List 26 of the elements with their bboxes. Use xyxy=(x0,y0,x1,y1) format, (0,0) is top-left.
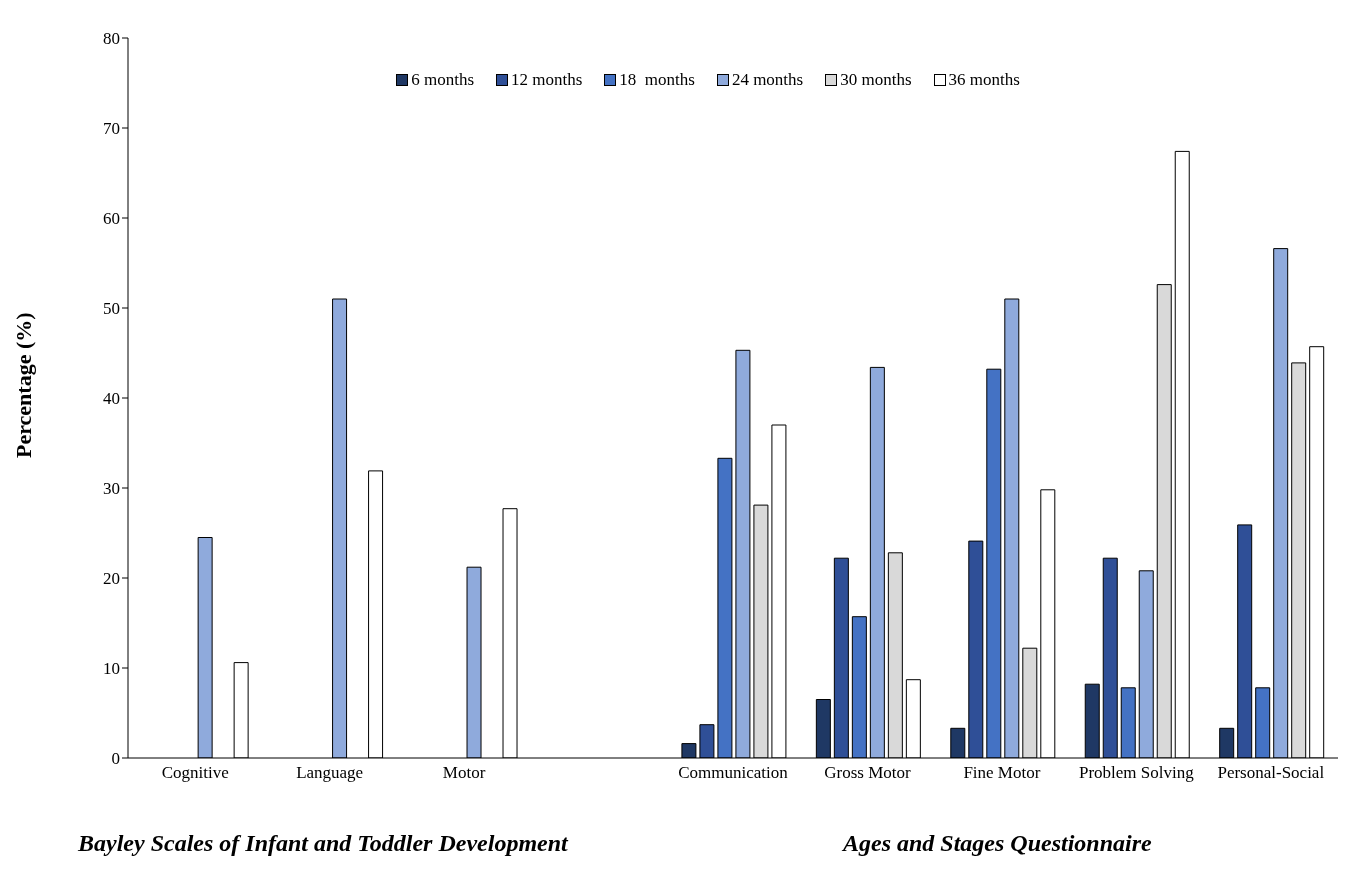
x-tick-label: Personal-Social xyxy=(1217,763,1325,783)
y-tick-label: 40 xyxy=(103,389,120,409)
x-tick-label: Fine Motor xyxy=(963,763,1041,783)
y-tick-label: 50 xyxy=(103,299,120,319)
text: Ages and Stages Questionnaire xyxy=(843,830,1152,857)
text: Bayley Scales of Infant and Toddler Development xyxy=(78,830,568,857)
y-axis-title: Percentage (%) xyxy=(10,312,36,458)
x-tick-label: Problem Solving xyxy=(1078,763,1195,783)
legend-label: 30 months xyxy=(839,70,912,90)
x-tick-label: Motor xyxy=(442,763,486,783)
y-tick-label: 30 xyxy=(103,479,120,499)
y-tick-label: 60 xyxy=(103,209,120,229)
x-tick-label: Gross Motor xyxy=(824,763,911,783)
y-tick-label: 70 xyxy=(103,119,120,139)
legend-label: 24 months xyxy=(730,70,804,90)
x-tick-label: Cognitive xyxy=(161,763,229,783)
y-tick-label: 0 xyxy=(111,749,120,769)
legend-label: 18 months xyxy=(618,70,695,90)
y-tick-label: 10 xyxy=(103,659,120,679)
x-tick-label: Communication xyxy=(678,763,789,783)
y-tick-label: 20 xyxy=(103,569,120,589)
x-tick-label: Language xyxy=(296,763,364,783)
legend-label: 12 months xyxy=(510,70,583,90)
legend-label: 6 months xyxy=(410,70,474,90)
legend-label: 36 months xyxy=(947,70,1020,90)
y-tick-label: 80 xyxy=(103,29,120,49)
